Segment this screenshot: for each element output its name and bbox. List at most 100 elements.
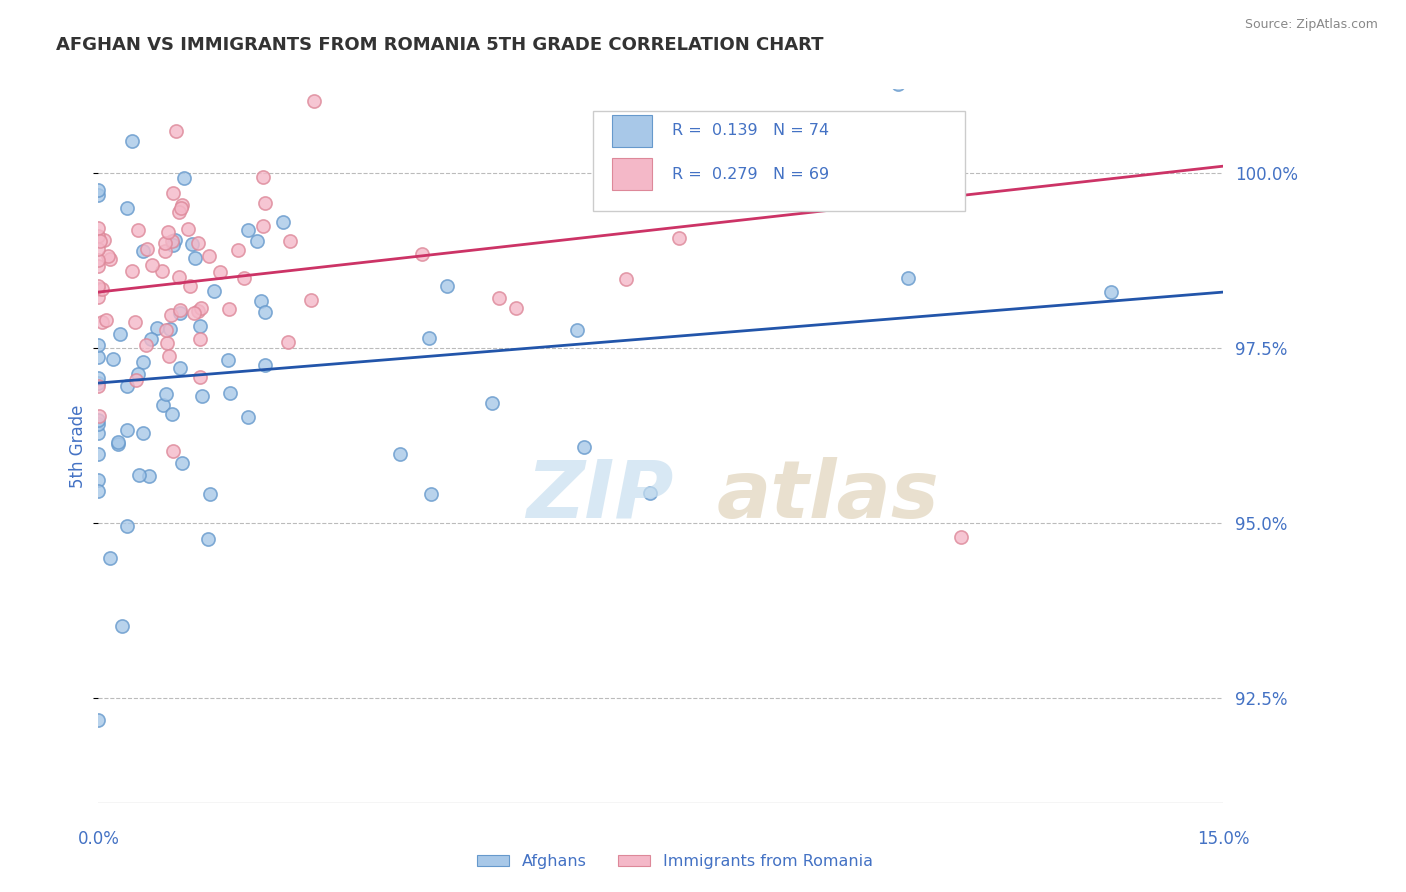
Text: ZIP: ZIP — [526, 457, 673, 535]
Text: Source: ZipAtlas.com: Source: ZipAtlas.com — [1244, 18, 1378, 31]
Point — [190, 301, 212, 315]
Point — [155, 323, 177, 337]
Point — [115, 519, 138, 533]
Point — [187, 304, 209, 318]
Point — [169, 302, 191, 317]
Point — [160, 408, 183, 422]
Point — [87, 282, 110, 296]
Point — [273, 215, 295, 229]
Point — [488, 291, 510, 305]
Point — [197, 249, 219, 263]
Point — [157, 349, 180, 363]
Point — [87, 290, 110, 304]
Point — [173, 171, 195, 186]
Point — [886, 78, 908, 92]
Text: 15.0%: 15.0% — [1197, 830, 1250, 847]
Text: 0.0%: 0.0% — [77, 830, 120, 847]
Point — [152, 398, 174, 412]
Point — [246, 234, 269, 248]
Point — [87, 220, 110, 235]
Point — [197, 532, 219, 546]
Point — [87, 483, 110, 498]
Point — [87, 252, 110, 267]
Point — [87, 243, 110, 257]
Point — [98, 252, 121, 266]
Point — [238, 410, 260, 425]
Point — [90, 315, 112, 329]
Point — [155, 387, 177, 401]
Point — [127, 367, 149, 381]
Point — [188, 319, 211, 334]
FancyBboxPatch shape — [613, 114, 652, 146]
Point — [97, 249, 120, 263]
Point — [91, 281, 114, 295]
Point — [505, 301, 527, 315]
Point — [150, 264, 173, 278]
Point — [162, 237, 184, 252]
Point — [87, 278, 110, 293]
Point — [411, 247, 433, 261]
Point — [146, 321, 169, 335]
Y-axis label: 5th Grade: 5th Grade — [69, 404, 87, 488]
Point — [170, 201, 193, 215]
Point — [110, 326, 132, 341]
Point — [111, 619, 134, 633]
Point — [125, 373, 148, 387]
Point — [252, 169, 274, 184]
Point — [132, 355, 155, 369]
FancyBboxPatch shape — [613, 158, 652, 190]
Point — [107, 437, 129, 451]
Point — [162, 186, 184, 200]
Point — [89, 234, 111, 248]
Text: AFGHAN VS IMMIGRANTS FROM ROMANIA 5TH GRADE CORRELATION CHART: AFGHAN VS IMMIGRANTS FROM ROMANIA 5TH GR… — [56, 36, 824, 54]
Point — [117, 423, 139, 437]
Point — [481, 395, 503, 409]
Point — [87, 188, 110, 202]
Point — [135, 242, 157, 256]
Point — [188, 369, 211, 384]
Point — [572, 440, 595, 454]
FancyBboxPatch shape — [593, 111, 965, 211]
Point — [138, 469, 160, 483]
Point — [135, 337, 157, 351]
Point — [187, 235, 209, 250]
Point — [299, 293, 322, 308]
Point — [87, 473, 110, 487]
Point — [153, 235, 176, 250]
Point — [159, 322, 181, 336]
Point — [232, 271, 254, 285]
Point — [179, 278, 201, 293]
Point — [949, 530, 972, 544]
Point — [388, 447, 411, 461]
Point — [153, 244, 176, 258]
Point — [160, 234, 183, 248]
Point — [277, 334, 299, 349]
Point — [668, 230, 690, 244]
Point — [254, 305, 277, 319]
Point — [87, 426, 110, 441]
Point — [87, 447, 110, 461]
Point — [87, 417, 110, 432]
Point — [181, 237, 204, 252]
Point — [218, 386, 240, 401]
Point — [87, 259, 110, 273]
Point — [169, 361, 191, 376]
Text: R =  0.139   N = 74: R = 0.139 N = 74 — [672, 123, 830, 138]
Point — [87, 371, 110, 385]
Point — [302, 94, 325, 108]
Point — [565, 323, 588, 337]
Point — [250, 294, 273, 309]
Point — [217, 353, 239, 368]
Point — [278, 234, 301, 248]
Point — [131, 425, 153, 440]
Point — [87, 351, 110, 365]
Point — [169, 269, 191, 284]
Point — [897, 271, 920, 285]
Point — [165, 124, 187, 138]
Point — [98, 551, 121, 566]
Point — [87, 183, 110, 197]
Point — [115, 379, 138, 393]
Point — [87, 337, 110, 351]
Point — [156, 225, 179, 239]
Point — [238, 223, 260, 237]
